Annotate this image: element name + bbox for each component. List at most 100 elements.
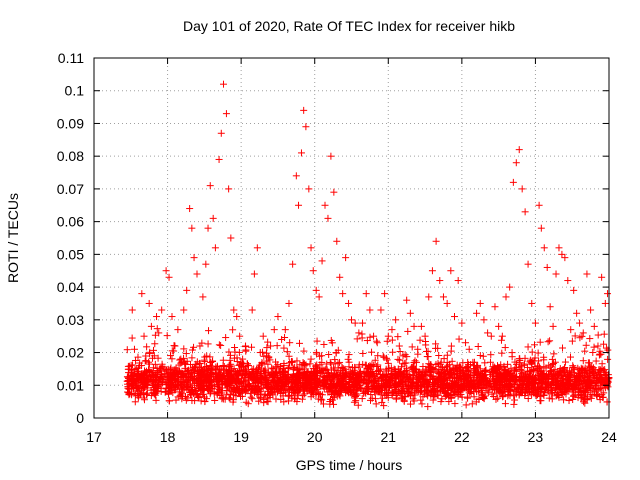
data-point [498,332,506,340]
data-point [465,345,473,353]
data-point [327,395,335,403]
data-point [431,366,439,374]
data-point [561,363,569,371]
data-point [586,335,594,343]
data-point [590,322,598,330]
data-point [307,244,315,252]
data-point [272,395,280,403]
data-point [295,201,303,209]
data-point [497,336,505,344]
data-point [264,338,272,346]
data-point [140,332,148,340]
data-point [458,385,466,393]
data-point [345,299,353,307]
data-point [123,346,131,354]
data-point [269,389,277,397]
data-point [423,390,431,398]
y-tick-label: 0.1 [65,83,85,99]
data-point [583,270,591,278]
data-point [528,348,536,356]
data-point [528,379,536,387]
data-point [149,346,157,354]
data-point [147,391,155,399]
data-point [323,360,331,368]
data-point [316,382,324,390]
data-point [263,352,271,360]
data-point [548,395,556,403]
data-point [478,377,486,385]
data-point [373,337,381,345]
data-point [372,400,380,408]
data-point [520,361,528,369]
data-point [447,347,455,355]
data-point [392,316,400,324]
data-point [130,389,138,397]
y-tick-label: 0.03 [57,312,84,328]
data-point [501,400,509,408]
data-point [220,363,228,371]
data-point [235,388,243,396]
data-point [230,365,238,373]
data-point [217,341,225,349]
data-point [473,363,481,371]
data-point [368,378,376,386]
data-point [329,373,337,381]
data-point [484,329,492,337]
data-point [565,397,573,405]
data-point [439,293,447,301]
data-point [581,381,589,389]
data-point [444,384,452,392]
data-point [155,329,163,337]
data-point [286,386,294,394]
data-point [344,355,352,363]
data-point [598,273,606,281]
data-point [411,365,419,373]
data-point [330,382,338,390]
data-point [504,360,512,368]
data-point [531,341,539,349]
data-point [564,387,572,395]
data-point [462,339,470,347]
data-point [436,277,444,285]
data-point [558,375,566,383]
data-point [561,254,569,262]
data-point [168,355,176,363]
data-point [168,347,176,355]
data-point [373,339,381,347]
data-point [380,371,388,379]
data-point [590,388,598,396]
data-point [547,384,555,392]
x-tick-label: 24 [601,429,617,445]
data-point [440,355,448,363]
data-point [540,388,548,396]
data-point [368,348,376,356]
data-point [354,401,362,409]
data-point [317,368,325,376]
data-point [186,370,194,378]
data-point [312,348,320,356]
data-point [168,313,176,321]
data-point [524,395,532,403]
data-point [278,381,286,389]
data-point [297,149,305,157]
data-point [382,365,390,373]
data-point [535,201,543,209]
data-point [331,356,339,364]
data-point [201,353,209,361]
data-point [592,357,600,365]
data-point [580,373,588,381]
data-point [144,377,152,385]
data-point [403,370,411,378]
data-point [537,383,545,391]
grid-layer [94,58,609,418]
data-point [186,205,194,213]
data-point [249,369,257,377]
data-point [261,390,269,398]
data-point [288,394,296,402]
y-tick-label: 0.07 [57,181,84,197]
data-point [394,333,402,341]
data-point [259,332,267,340]
data-point [236,332,244,340]
data-point [571,332,579,340]
data-point [280,359,288,367]
